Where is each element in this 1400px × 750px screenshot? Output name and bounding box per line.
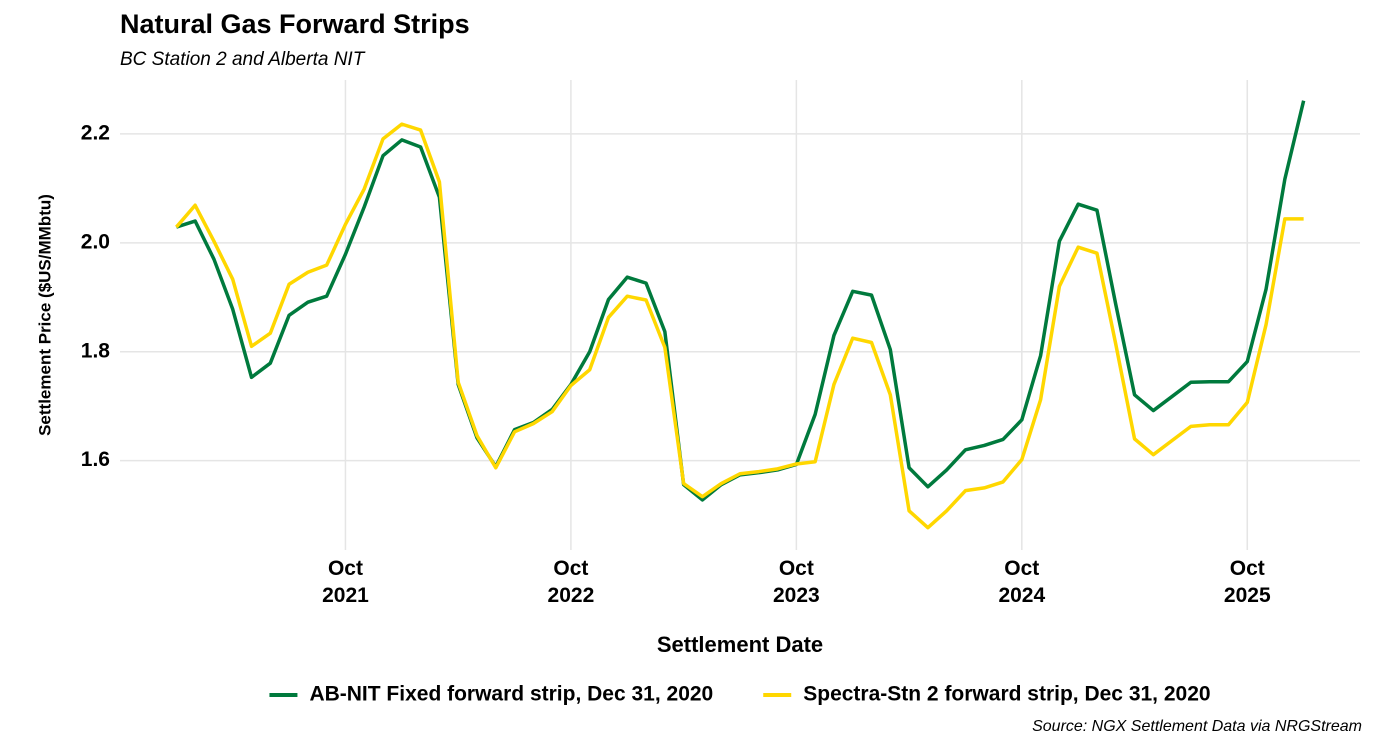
x-tick-label: Oct 2021 — [322, 557, 369, 607]
x-tick-label: Oct 2023 — [773, 557, 820, 607]
x-tick-label: Oct 2025 — [1223, 557, 1271, 607]
y-tick-label: 2.0 — [81, 230, 110, 253]
x-axis-title: Settlement Date — [657, 632, 823, 657]
grid — [120, 80, 1360, 550]
y-tick-label: 2.2 — [81, 121, 110, 144]
caption: Source: NGX Settlement Data via NRGStrea… — [1032, 718, 1362, 735]
chart-title: Natural Gas Forward Strips — [120, 9, 470, 39]
x-tick-label: Oct 2024 — [998, 557, 1046, 607]
chart-subtitle: BC Station 2 and Alberta NIT — [120, 49, 366, 70]
y-tick-label: 1.6 — [81, 448, 110, 471]
y-axis-title: Settlement Price ($US/MMbtu) — [35, 194, 54, 436]
legend: AB-NIT Fixed forward strip, Dec 31, 2020… — [269, 683, 1211, 706]
line-series — [175, 122, 1304, 530]
x-tick-label: Oct 2022 — [547, 557, 595, 607]
y-tick-label: 1.8 — [81, 339, 111, 362]
legend-label: AB-NIT Fixed forward strip, Dec 31, 2020 — [309, 683, 713, 706]
legend-label: Spectra-Stn 2 forward strip, Dec 31, 202… — [803, 683, 1210, 706]
